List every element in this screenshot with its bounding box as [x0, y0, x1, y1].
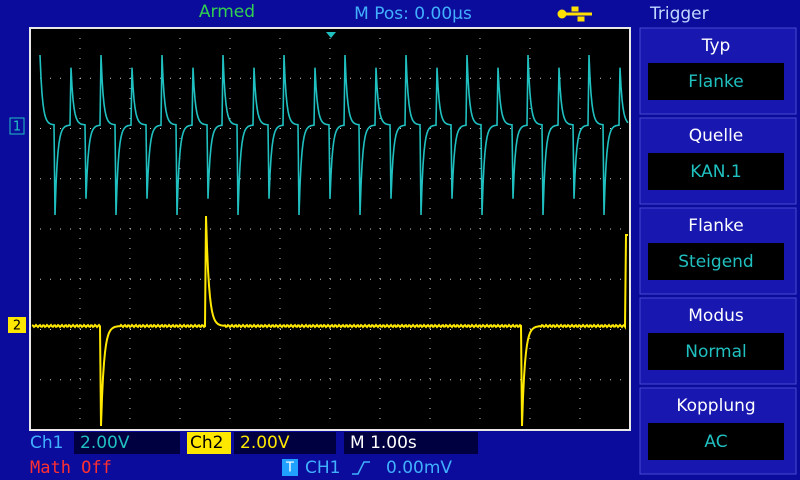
menu-item-value: Normal: [685, 342, 747, 362]
menu-item-value-box: [648, 333, 784, 370]
menu-item-value-box: [648, 63, 784, 100]
timebase-box: [344, 432, 478, 454]
menu-item-value-box: [648, 153, 784, 190]
grid: [32, 30, 628, 428]
trigger-source: CH1: [305, 458, 340, 478]
menu-item-value: Steigend: [678, 252, 753, 272]
ch1-scale-box: [74, 432, 180, 454]
ch2-label-box: [187, 432, 231, 454]
menu-item-label: Typ: [701, 36, 731, 56]
usb-icon: [557, 6, 592, 22]
m-pos: M Pos: 0.00µs: [354, 4, 472, 24]
ch2-scale-box: [234, 432, 336, 454]
menu-item-value: Flanke: [688, 72, 743, 92]
ch2-trace: [31, 215, 628, 427]
trigger-icon: T: [285, 461, 294, 476]
menu-item-label: Modus: [688, 306, 744, 326]
timebase: M 1.00s: [350, 433, 417, 453]
ch1-trace: [39, 54, 629, 216]
ch2-marker: [8, 317, 26, 333]
ch1-label: Ch1: [30, 433, 63, 453]
trigger-pos: [326, 32, 336, 38]
ch1-marker-label: 1: [13, 120, 21, 135]
menu-item-label: Flanke: [688, 216, 743, 236]
math-status: Math Off: [30, 458, 112, 478]
ch2-scale: 2.00V: [240, 433, 290, 453]
status: Armed: [199, 2, 255, 22]
menu-item-label: Quelle: [689, 126, 744, 146]
menu-item-label: Kopplung: [676, 396, 755, 416]
ch1-marker: [9, 117, 25, 135]
menu-items: Typ Flanke Quelle KAN.1 Flanke Steigend Modus N…: [639, 27, 797, 475]
menu-title: Trigger: [649, 4, 709, 24]
menu-item-value: KAN.1: [690, 162, 741, 182]
trigger-icon-box: [282, 459, 298, 476]
menu-item-value-box: [648, 243, 784, 280]
menu-item-value-box: [648, 423, 784, 460]
menu-item-value: AC: [704, 432, 727, 452]
edge-icon: [352, 461, 370, 475]
trigger-level: 0.00mV: [386, 458, 452, 478]
ch2-marker-label: 2: [13, 319, 21, 334]
ch1-scale: 2.00V: [80, 433, 130, 453]
ch2-label: Ch2: [190, 433, 223, 453]
